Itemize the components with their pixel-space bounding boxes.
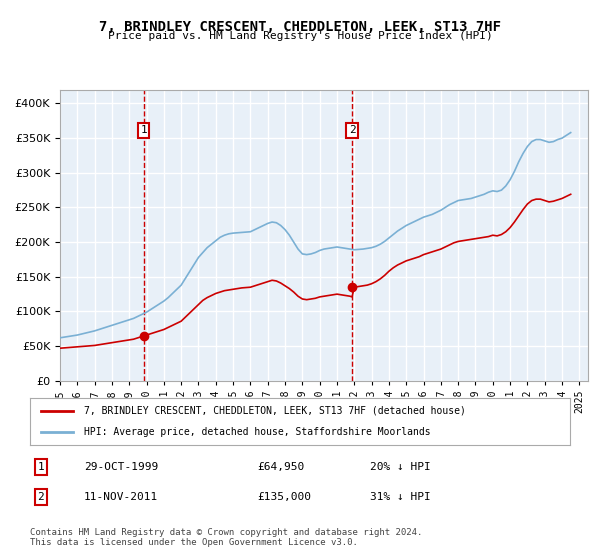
Text: Price paid vs. HM Land Registry's House Price Index (HPI): Price paid vs. HM Land Registry's House … <box>107 31 493 41</box>
Text: 2: 2 <box>349 125 355 136</box>
Text: £135,000: £135,000 <box>257 492 311 502</box>
Text: 1: 1 <box>140 125 147 136</box>
Text: 1: 1 <box>37 462 44 472</box>
Text: 11-NOV-2011: 11-NOV-2011 <box>84 492 158 502</box>
Text: Contains HM Land Registry data © Crown copyright and database right 2024.
This d: Contains HM Land Registry data © Crown c… <box>30 528 422 547</box>
Text: 7, BRINDLEY CRESCENT, CHEDDLETON, LEEK, ST13 7HF (detached house): 7, BRINDLEY CRESCENT, CHEDDLETON, LEEK, … <box>84 406 466 416</box>
Text: 31% ↓ HPI: 31% ↓ HPI <box>370 492 431 502</box>
Text: 20% ↓ HPI: 20% ↓ HPI <box>370 462 431 472</box>
Text: £64,950: £64,950 <box>257 462 304 472</box>
Text: HPI: Average price, detached house, Staffordshire Moorlands: HPI: Average price, detached house, Staf… <box>84 427 431 437</box>
Text: 7, BRINDLEY CRESCENT, CHEDDLETON, LEEK, ST13 7HF: 7, BRINDLEY CRESCENT, CHEDDLETON, LEEK, … <box>99 20 501 34</box>
Text: 29-OCT-1999: 29-OCT-1999 <box>84 462 158 472</box>
Text: 2: 2 <box>37 492 44 502</box>
